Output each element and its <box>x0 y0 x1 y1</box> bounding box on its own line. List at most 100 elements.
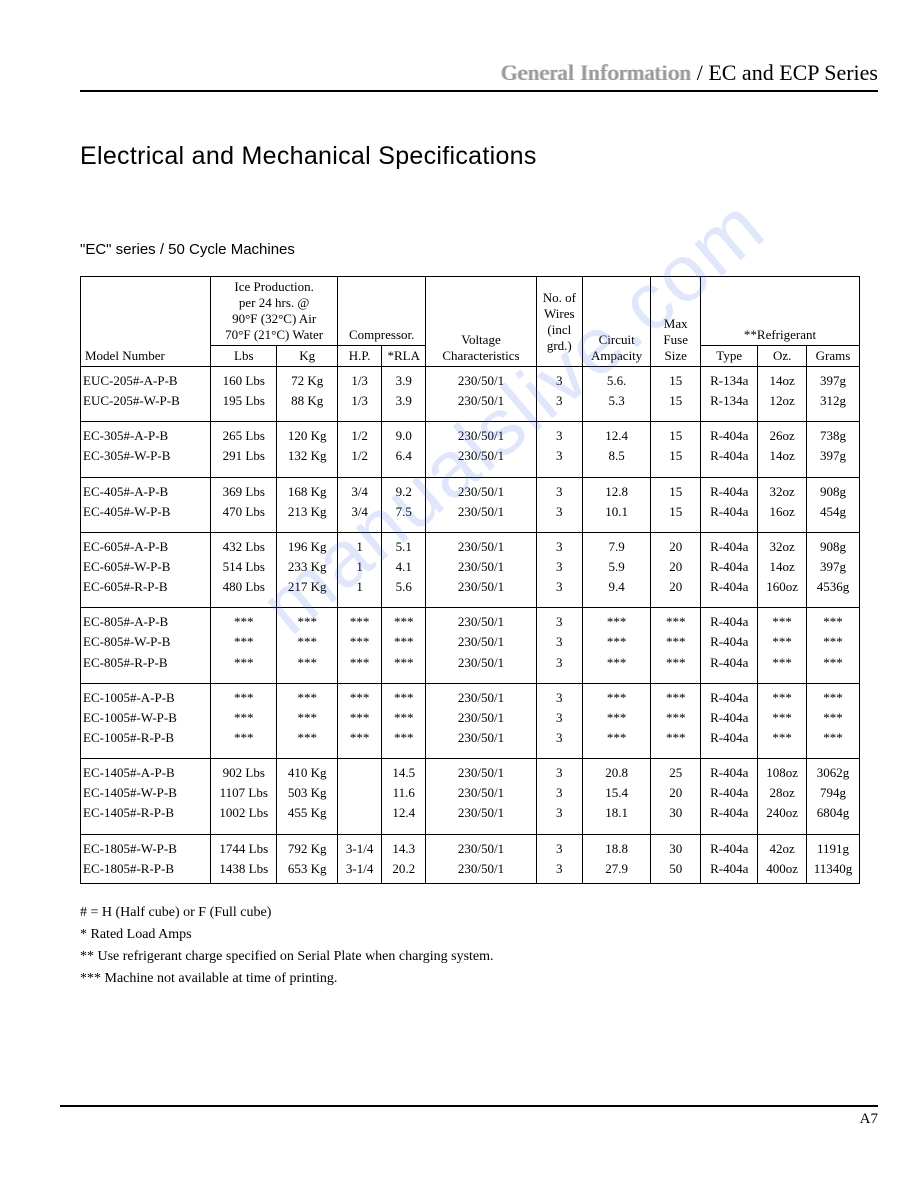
cell-hp: ********* <box>338 608 382 683</box>
header-series: / EC and ECP Series <box>691 60 878 85</box>
cell-rla: 9.27.5 <box>382 477 426 532</box>
cell-volt: 230/50/1230/50/1 <box>426 367 536 422</box>
cell-lbs: 369 Lbs470 Lbs <box>211 477 277 532</box>
table-row: EUC-205#-A-P-BEUC-205#-W-P-B160 Lbs195 L… <box>81 367 860 422</box>
col-compressor: Compressor. <box>338 277 426 346</box>
cell-volt: 230/50/1230/50/1230/50/1 <box>426 683 536 758</box>
col-voltage: Voltage Characteristics <box>426 277 536 367</box>
cell-lbs: 902 Lbs1107 Lbs1002 Lbs <box>211 759 277 834</box>
cell-g: 3062g794g6804g <box>806 759 859 834</box>
cell-model: EC-805#-A-P-BEC-805#-W-P-BEC-805#-R-P-B <box>81 608 211 683</box>
cell-type: R-134aR-134a <box>701 367 758 422</box>
cell-wires: 333 <box>536 532 582 607</box>
cell-wires: 33 <box>536 367 582 422</box>
page-content: General Information / EC and ECP Series … <box>0 0 918 1030</box>
cell-fuse: 202020 <box>651 532 701 607</box>
cell-type: R-404aR-404aR-404a <box>701 759 758 834</box>
cell-rla: 9.06.4 <box>382 422 426 477</box>
cell-amp: 12.48.5 <box>582 422 650 477</box>
cell-lbs: ********* <box>211 608 277 683</box>
cell-rla: 14.320.2 <box>382 834 426 883</box>
cell-oz: 14oz12oz <box>758 367 807 422</box>
col-model: Model Number <box>81 277 211 367</box>
cell-fuse: 1515 <box>651 367 701 422</box>
cell-lbs: 432 Lbs514 Lbs480 Lbs <box>211 532 277 607</box>
header-section: General Information <box>502 60 692 85</box>
cell-wires: 33 <box>536 422 582 477</box>
cell-lbs: 160 Lbs195 Lbs <box>211 367 277 422</box>
col-fuse: Max Fuse Size <box>651 277 701 367</box>
cell-kg: ********* <box>277 608 338 683</box>
footnote-line: *** Machine not available at time of pri… <box>80 968 878 989</box>
cell-fuse: 3050 <box>651 834 701 883</box>
cell-model: EC-1005#-A-P-BEC-1005#-W-P-BEC-1005#-R-P… <box>81 683 211 758</box>
col-hp: H.P. <box>338 346 382 367</box>
cell-rla: 14.511.612.4 <box>382 759 426 834</box>
cell-rla: ********* <box>382 608 426 683</box>
table-row: EC-305#-A-P-BEC-305#-W-P-B265 Lbs291 Lbs… <box>81 422 860 477</box>
cell-wires: 333 <box>536 608 582 683</box>
col-grams: Grams <box>806 346 859 367</box>
table-row: EC-605#-A-P-BEC-605#-W-P-BEC-605#-R-P-B4… <box>81 532 860 607</box>
cell-amp: ********* <box>582 683 650 758</box>
cell-rla: 3.93.9 <box>382 367 426 422</box>
spec-table: Model Number Ice Production. per 24 hrs.… <box>80 276 860 884</box>
cell-wires: 333 <box>536 683 582 758</box>
cell-volt: 230/50/1230/50/1 <box>426 477 536 532</box>
cell-type: R-404aR-404a <box>701 834 758 883</box>
page-footer: A7 <box>60 1105 878 1128</box>
col-lbs: Lbs <box>211 346 277 367</box>
cell-kg: 792 Kg653 Kg <box>277 834 338 883</box>
cell-model: EUC-205#-A-P-BEUC-205#-W-P-B <box>81 367 211 422</box>
cell-model: EC-1405#-A-P-BEC-1405#-W-P-BEC-1405#-R-P… <box>81 759 211 834</box>
cell-amp: 5.6.5.3 <box>582 367 650 422</box>
cell-rla: ********* <box>382 683 426 758</box>
cell-oz: 108oz28oz240oz <box>758 759 807 834</box>
cell-hp: 3-1/43-1/4 <box>338 834 382 883</box>
col-wires: No. of Wires (incl grd.) <box>536 277 582 367</box>
cell-fuse: ********* <box>651 608 701 683</box>
page-number: A7 <box>860 1111 878 1127</box>
cell-hp: 111 <box>338 532 382 607</box>
cell-hp: ********* <box>338 683 382 758</box>
cell-oz: ********* <box>758 683 807 758</box>
cell-fuse: 1515 <box>651 422 701 477</box>
col-circuit: Circuit Ampacity <box>582 277 650 367</box>
cell-volt: 230/50/1230/50/1 <box>426 834 536 883</box>
cell-g: ********* <box>806 608 859 683</box>
cell-volt: 230/50/1230/50/1230/50/1 <box>426 759 536 834</box>
page-title: Electrical and Mechanical Specifications <box>80 142 878 171</box>
cell-volt: 230/50/1230/50/1 <box>426 422 536 477</box>
cell-hp: 1/31/3 <box>338 367 382 422</box>
cell-wires: 33 <box>536 477 582 532</box>
cell-kg: 410 Kg503 Kg455 Kg <box>277 759 338 834</box>
cell-kg: 120 Kg132 Kg <box>277 422 338 477</box>
cell-oz: 26oz14oz <box>758 422 807 477</box>
table-row: EC-805#-A-P-BEC-805#-W-P-BEC-805#-R-P-B*… <box>81 608 860 683</box>
page-header: General Information / EC and ECP Series <box>80 60 878 92</box>
cell-model: EC-405#-A-P-BEC-405#-W-P-B <box>81 477 211 532</box>
cell-wires: 33 <box>536 834 582 883</box>
cell-wires: 333 <box>536 759 582 834</box>
cell-fuse: 252030 <box>651 759 701 834</box>
page-subtitle: "EC" series / 50 Cycle Machines <box>80 241 878 258</box>
col-refrigerant: **Refrigerant <box>701 277 860 346</box>
cell-lbs: 1744 Lbs1438 Lbs <box>211 834 277 883</box>
cell-amp: 20.815.418.1 <box>582 759 650 834</box>
cell-type: R-404aR-404a <box>701 422 758 477</box>
col-rla: *RLA <box>382 346 426 367</box>
cell-fuse: 1515 <box>651 477 701 532</box>
cell-hp: 3/43/4 <box>338 477 382 532</box>
cell-lbs: ********* <box>211 683 277 758</box>
cell-type: R-404aR-404aR-404a <box>701 532 758 607</box>
cell-oz: ********* <box>758 608 807 683</box>
col-kg: Kg <box>277 346 338 367</box>
cell-amp: 18.827.9 <box>582 834 650 883</box>
cell-hp: 1/21/2 <box>338 422 382 477</box>
cell-rla: 5.14.15.6 <box>382 532 426 607</box>
table-header: Model Number Ice Production. per 24 hrs.… <box>81 277 860 367</box>
footnote-line: # = H (Half cube) or F (Full cube) <box>80 902 878 923</box>
cell-model: EC-605#-A-P-BEC-605#-W-P-BEC-605#-R-P-B <box>81 532 211 607</box>
col-type: Type <box>701 346 758 367</box>
cell-type: R-404aR-404a <box>701 477 758 532</box>
